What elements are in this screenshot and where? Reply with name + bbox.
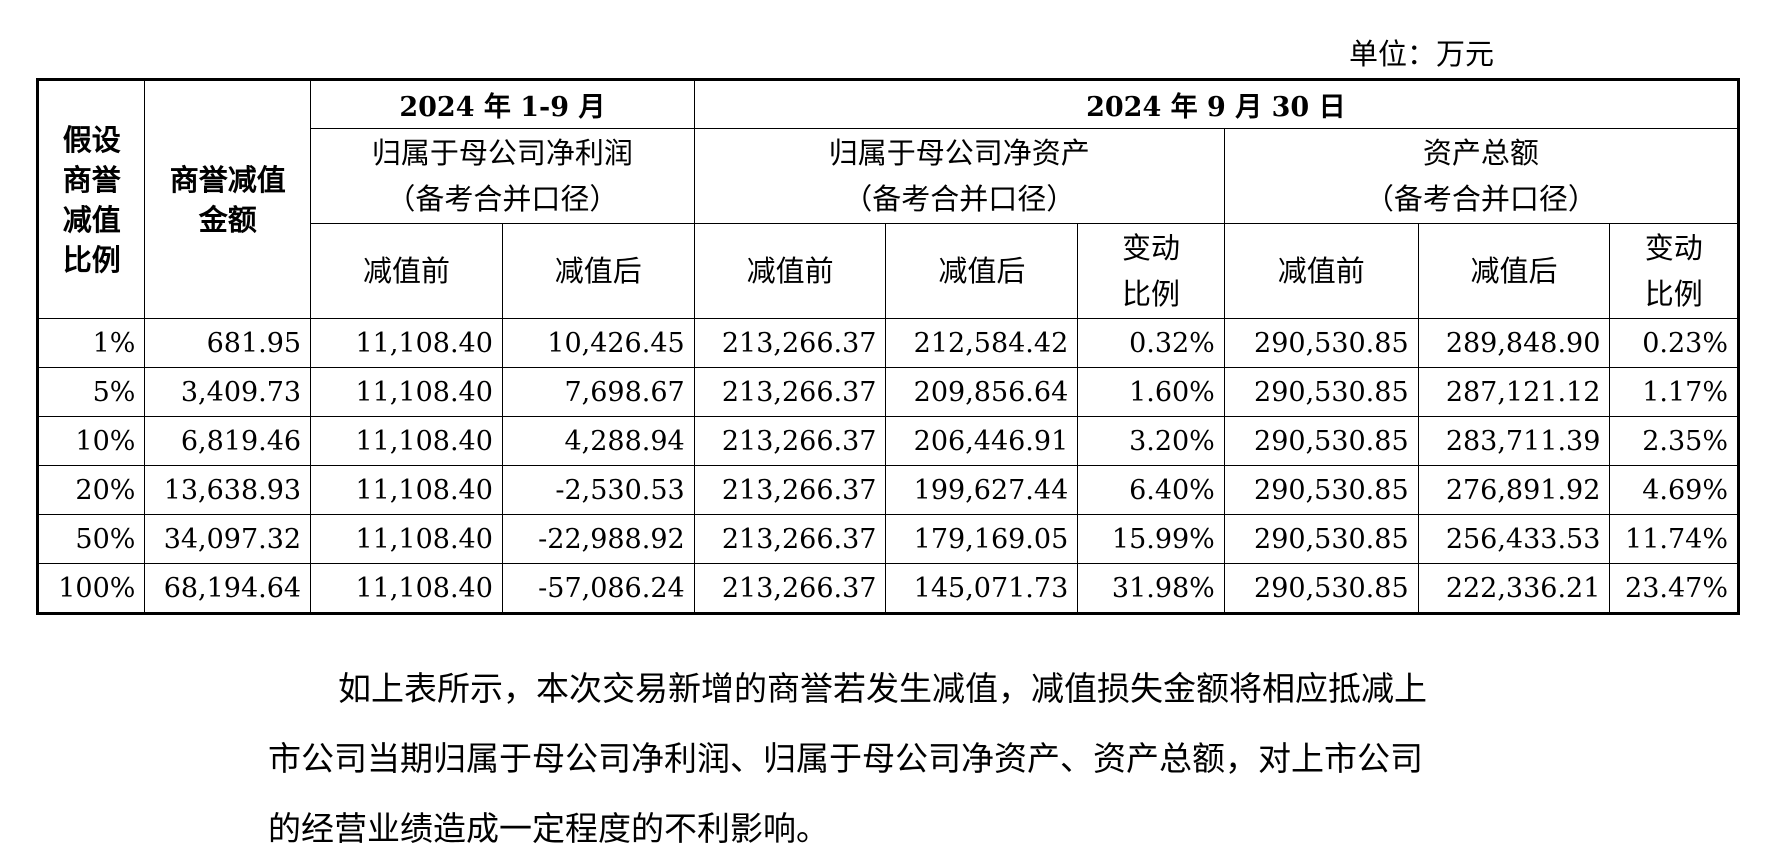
cell-equity-before: 213,266.37	[693, 416, 887, 466]
cell-profit-before: 11,108.40	[310, 563, 503, 614]
cell-profit-after: 10,426.45	[501, 318, 695, 368]
cell-assets-before: 290,530.85	[1223, 465, 1419, 515]
cell-profit-after: -57,086.24	[501, 563, 695, 614]
paragraph-line: 市公司当期归属于母公司净利润、归属于母公司净资产、资产总额，对上市公司	[268, 739, 1423, 778]
cell-ratio: 5%	[36, 367, 146, 417]
cell-equity-after: 145,071.73	[885, 563, 1079, 614]
cell-profit-before: 11,108.40	[310, 514, 503, 564]
header-equity-before: 减值前	[693, 223, 887, 319]
cell-profit-after: -2,530.53	[501, 465, 695, 515]
cell-assets-change: 4.69%	[1609, 465, 1739, 515]
cell-profit-before: 11,108.40	[310, 367, 503, 417]
cell-ratio: 50%	[36, 514, 146, 564]
cell-equity-after: 206,446.91	[885, 416, 1079, 466]
cell-assets-after: 287,121.12	[1417, 367, 1611, 417]
cell-assets-before: 290,530.85	[1223, 318, 1419, 368]
cell-amount: 681.95	[144, 318, 312, 368]
table-row: 10% 6,819.46 11,108.40 4,288.94 213,266.…	[36, 416, 1739, 466]
cell-assets-after: 256,433.53	[1417, 514, 1611, 564]
cell-profit-after: 4,288.94	[501, 416, 695, 466]
body-paragraph: 如上表所示，本次交易新增的商誉若发生减值，减值损失金额将相应抵减上 市公司当期归…	[268, 654, 1518, 864]
header-net-assets: 归属于母公司净资产 （备考合并口径）	[693, 128, 1225, 224]
paragraph-line: 如上表所示，本次交易新增的商誉若发生减值，减值损失金额将相应抵减上	[338, 669, 1427, 708]
cell-equity-after: 179,169.05	[885, 514, 1079, 564]
cell-assets-before: 290,530.85	[1223, 514, 1419, 564]
cell-profit-after: 7,698.67	[501, 367, 695, 417]
cell-amount: 34,097.32	[144, 514, 312, 564]
cell-equity-before: 213,266.37	[693, 367, 887, 417]
table-row: 5% 3,409.73 11,108.40 7,698.67 213,266.3…	[36, 367, 1739, 417]
header-assets-before: 减值前	[1223, 223, 1419, 319]
paragraph-line: 的经营业绩造成一定程度的不利影响。	[268, 809, 829, 848]
cell-profit-before: 11,108.40	[310, 416, 503, 466]
cell-equity-after: 209,856.64	[885, 367, 1079, 417]
cell-equity-change: 1.60%	[1077, 367, 1225, 417]
header-equity-change: 变动 比例	[1077, 223, 1225, 319]
cell-assets-before: 290,530.85	[1223, 416, 1419, 466]
table-row: 20% 13,638.93 11,108.40 -2,530.53 213,26…	[36, 465, 1739, 515]
cell-assets-after: 276,891.92	[1417, 465, 1611, 515]
cell-ratio: 20%	[36, 465, 146, 515]
header-equity-after: 减值后	[885, 223, 1079, 319]
cell-equity-change: 6.40%	[1077, 465, 1225, 515]
header-period-sep30: 2024 年 9 月 30 日	[693, 79, 1740, 129]
cell-assets-after: 222,336.21	[1417, 563, 1611, 614]
cell-equity-before: 213,266.37	[693, 514, 887, 564]
cell-ratio: 1%	[36, 318, 146, 368]
header-impairment-amount: 商誉减值 金额	[144, 79, 312, 319]
cell-equity-change: 3.20%	[1077, 416, 1225, 466]
cell-profit-before: 11,108.40	[310, 465, 503, 515]
cell-assets-change: 11.74%	[1609, 514, 1739, 564]
cell-assets-after: 283,711.39	[1417, 416, 1611, 466]
cell-assets-change: 2.35%	[1609, 416, 1739, 466]
cell-equity-change: 15.99%	[1077, 514, 1225, 564]
cell-equity-before: 213,266.37	[693, 563, 887, 614]
cell-equity-change: 31.98%	[1077, 563, 1225, 614]
cell-equity-after: 199,627.44	[885, 465, 1079, 515]
cell-equity-after: 212,584.42	[885, 318, 1079, 368]
cell-assets-change: 1.17%	[1609, 367, 1739, 417]
cell-assets-change: 0.23%	[1609, 318, 1739, 368]
table-row: 50% 34,097.32 11,108.40 -22,988.92 213,2…	[36, 514, 1739, 564]
cell-equity-before: 213,266.37	[693, 465, 887, 515]
header-assets-change: 变动 比例	[1609, 223, 1739, 319]
cell-equity-change: 0.32%	[1077, 318, 1225, 368]
goodwill-impairment-table: 假设 商誉 减值 比例 商誉减值 金额 2024 年 1-9 月 2024 年 …	[36, 78, 1740, 615]
header-profit-before: 减值前	[310, 223, 503, 319]
cell-assets-after: 289,848.90	[1417, 318, 1611, 368]
table-row: 1% 681.95 11,108.40 10,426.45 213,266.37…	[36, 318, 1739, 368]
cell-assets-change: 23.47%	[1609, 563, 1739, 614]
cell-amount: 68,194.64	[144, 563, 312, 614]
cell-ratio: 100%	[36, 563, 146, 614]
cell-amount: 3,409.73	[144, 367, 312, 417]
cell-assets-before: 290,530.85	[1223, 367, 1419, 417]
cell-ratio: 10%	[36, 416, 146, 466]
header-assets-after: 减值后	[1417, 223, 1611, 319]
cell-equity-before: 213,266.37	[693, 318, 887, 368]
header-net-profit: 归属于母公司净利润 （备考合并口径）	[310, 128, 695, 224]
unit-label: 单位：万元	[1349, 37, 1495, 71]
header-profit-after: 减值后	[501, 223, 695, 319]
cell-amount: 6,819.46	[144, 416, 312, 466]
header-total-assets: 资产总额 （备考合并口径）	[1223, 128, 1740, 224]
cell-profit-after: -22,988.92	[501, 514, 695, 564]
header-assumed-ratio: 假设 商誉 减值 比例	[36, 79, 146, 319]
cell-amount: 13,638.93	[144, 465, 312, 515]
header-period-jan-sep: 2024 年 1-9 月	[310, 79, 695, 129]
cell-profit-before: 11,108.40	[310, 318, 503, 368]
cell-assets-before: 290,530.85	[1223, 563, 1419, 614]
table-row: 100% 68,194.64 11,108.40 -57,086.24 213,…	[36, 563, 1739, 614]
